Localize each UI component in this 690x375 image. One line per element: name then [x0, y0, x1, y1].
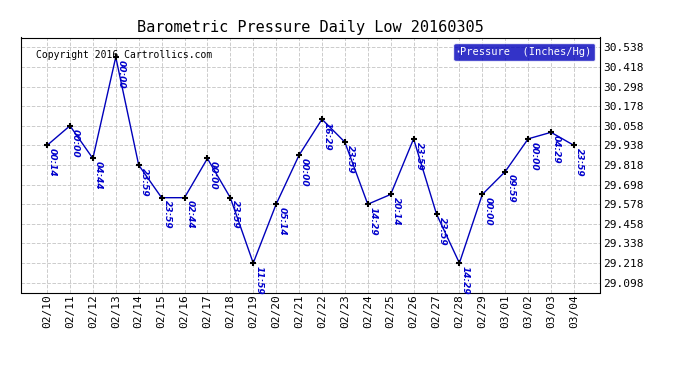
Text: 00:00: 00:00 — [208, 161, 217, 190]
Text: 00:00: 00:00 — [484, 197, 493, 226]
Text: 16:29: 16:29 — [323, 122, 332, 151]
Text: 14:29: 14:29 — [369, 207, 378, 236]
Text: 00:14: 00:14 — [48, 148, 57, 177]
Text: 00:00: 00:00 — [117, 60, 126, 88]
Text: 23:59: 23:59 — [575, 148, 584, 177]
Text: 00:00: 00:00 — [300, 158, 309, 187]
Text: 00:00: 00:00 — [529, 142, 538, 170]
Text: 05:14: 05:14 — [277, 207, 286, 236]
Text: 04:44: 04:44 — [94, 161, 103, 190]
Title: Barometric Pressure Daily Low 20160305: Barometric Pressure Daily Low 20160305 — [137, 20, 484, 35]
Text: 23:59: 23:59 — [437, 217, 446, 246]
Text: 23:59: 23:59 — [140, 168, 149, 196]
Text: 11:59: 11:59 — [255, 266, 264, 294]
Text: 09:59: 09:59 — [506, 174, 515, 203]
Text: 20:14: 20:14 — [392, 197, 401, 226]
Legend: Pressure  (Inches/Hg): Pressure (Inches/Hg) — [453, 43, 595, 61]
Text: 23:59: 23:59 — [163, 201, 172, 229]
Text: 23:59: 23:59 — [415, 142, 424, 170]
Text: 00:00: 00:00 — [71, 129, 80, 157]
Text: 23:59: 23:59 — [346, 145, 355, 174]
Text: Copyright 2016 Cartrollics.com: Copyright 2016 Cartrollics.com — [36, 50, 212, 60]
Text: 14:29: 14:29 — [460, 266, 469, 294]
Text: 04:29: 04:29 — [552, 135, 561, 164]
Text: 02:44: 02:44 — [186, 201, 195, 229]
Text: 23:59: 23:59 — [231, 201, 240, 229]
